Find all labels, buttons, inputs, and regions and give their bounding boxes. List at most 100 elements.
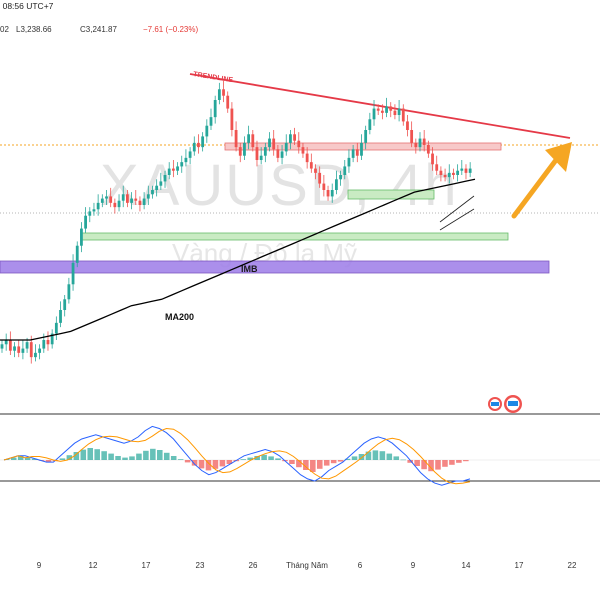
candle[interactable] [188, 151, 192, 158]
candle[interactable] [401, 108, 405, 122]
candle[interactable] [280, 151, 284, 158]
economic-event-icon[interactable] [504, 395, 522, 413]
candle[interactable] [456, 170, 460, 175]
macd-line[interactable] [3, 425, 471, 486]
candle[interactable] [167, 168, 171, 175]
candle[interactable] [184, 157, 188, 163]
candle[interactable] [439, 170, 443, 175]
candle[interactable] [80, 228, 83, 246]
candle[interactable] [397, 108, 401, 115]
candle[interactable] [389, 106, 393, 111]
candle[interactable] [38, 348, 42, 353]
candle[interactable] [410, 130, 414, 143]
candle[interactable] [251, 134, 255, 148]
candle[interactable] [201, 136, 205, 148]
candle[interactable] [105, 196, 108, 199]
candle[interactable] [192, 142, 196, 152]
candle[interactable] [322, 183, 326, 190]
candle[interactable] [452, 172, 455, 175]
candle[interactable] [75, 245, 79, 263]
candle[interactable] [17, 346, 21, 353]
candle[interactable] [460, 168, 464, 171]
candle[interactable] [126, 194, 129, 203]
candle[interactable] [226, 95, 230, 109]
candle[interactable] [284, 142, 288, 152]
candle[interactable] [318, 172, 322, 184]
resistance-zone[interactable] [224, 142, 502, 151]
candle[interactable] [205, 125, 209, 137]
candle[interactable] [385, 106, 388, 113]
candle[interactable] [96, 202, 100, 210]
candle[interactable] [464, 168, 468, 173]
candle[interactable] [25, 342, 29, 349]
candle[interactable] [406, 121, 409, 130]
candle[interactable] [393, 110, 397, 115]
candle[interactable] [414, 142, 418, 148]
candle[interactable] [305, 153, 309, 163]
candle[interactable] [209, 117, 213, 126]
candle[interactable] [155, 185, 159, 190]
candle[interactable] [326, 190, 330, 197]
candle[interactable] [360, 142, 363, 156]
candle[interactable] [197, 142, 200, 148]
candle[interactable] [63, 299, 67, 310]
candle[interactable] [29, 342, 33, 358]
candle[interactable] [347, 157, 351, 167]
candle[interactable] [142, 198, 146, 205]
candle[interactable] [163, 175, 167, 182]
candle[interactable] [447, 172, 451, 178]
candle[interactable] [92, 209, 96, 212]
candle[interactable] [422, 138, 426, 145]
candle[interactable] [364, 130, 368, 143]
candle[interactable] [121, 194, 125, 201]
candle[interactable] [330, 190, 334, 197]
candle[interactable] [67, 284, 71, 300]
projection-arrow[interactable] [511, 142, 572, 219]
support-zone-upper[interactable] [347, 189, 435, 200]
candle[interactable] [234, 130, 238, 148]
candle[interactable] [276, 149, 280, 158]
candle[interactable] [368, 119, 372, 130]
candle[interactable] [171, 168, 175, 171]
ascending-channel[interactable] [439, 195, 475, 231]
macd-signal-line[interactable] [3, 427, 471, 485]
candle[interactable] [238, 147, 242, 156]
candle[interactable] [431, 153, 434, 165]
candle[interactable] [435, 164, 439, 171]
candle[interactable] [13, 346, 16, 351]
candle[interactable] [255, 147, 259, 160]
candle[interactable] [8, 340, 12, 351]
candle[interactable] [217, 89, 221, 100]
candle[interactable] [109, 196, 113, 203]
candle[interactable] [376, 108, 380, 111]
candle[interactable] [100, 198, 104, 203]
candle[interactable] [71, 262, 75, 285]
candle[interactable] [418, 138, 422, 148]
candle[interactable] [4, 340, 8, 345]
candle[interactable] [50, 333, 54, 345]
candle[interactable] [230, 108, 234, 130]
candle[interactable] [247, 134, 251, 143]
economic-event-icon[interactable] [488, 397, 502, 411]
candle[interactable] [289, 134, 292, 143]
candle[interactable] [309, 162, 313, 169]
candle[interactable] [314, 168, 317, 173]
candle[interactable] [351, 149, 355, 158]
candle[interactable] [272, 138, 276, 150]
candle[interactable] [335, 179, 338, 190]
imb-zone[interactable] [0, 260, 550, 274]
candle[interactable] [21, 348, 25, 353]
candle[interactable] [0, 344, 4, 349]
candle[interactable] [301, 147, 305, 154]
candle[interactable] [293, 134, 296, 141]
candle[interactable] [222, 89, 225, 96]
candle[interactable] [180, 162, 184, 167]
candle[interactable] [84, 215, 87, 229]
candle[interactable] [297, 140, 301, 148]
candle[interactable] [443, 175, 447, 178]
candle[interactable] [138, 200, 142, 205]
candle[interactable] [113, 202, 117, 208]
candle[interactable] [88, 211, 92, 216]
candle[interactable] [339, 175, 342, 180]
